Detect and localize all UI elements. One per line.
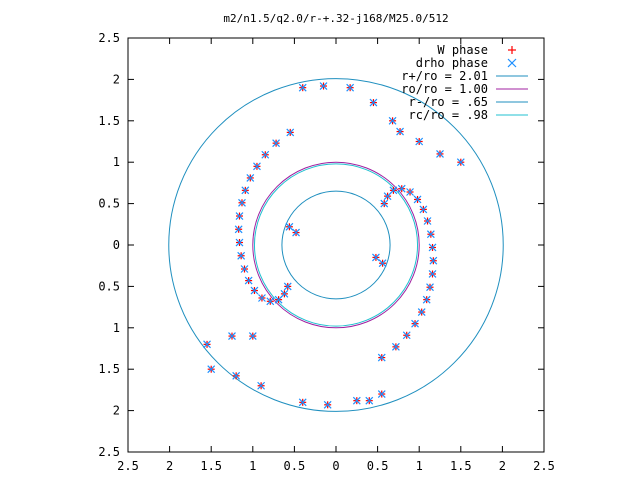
drho-phase-point bbox=[426, 230, 435, 239]
drho-phase-point bbox=[406, 188, 414, 196]
drho-phase-point bbox=[250, 286, 259, 295]
drho-phase-point bbox=[272, 139, 281, 148]
drho-phase-point bbox=[253, 162, 261, 171]
x-tick-label: 1 bbox=[249, 459, 256, 473]
drho-phase-point bbox=[238, 198, 246, 207]
drho-phase-point bbox=[286, 128, 295, 137]
y-tick-label: 0.5 bbox=[98, 279, 120, 293]
drho-phase-point bbox=[207, 365, 216, 374]
drho-phase-point bbox=[426, 283, 434, 292]
x-tick-label: 2 bbox=[499, 459, 506, 473]
drho-phase-point bbox=[436, 149, 444, 158]
drho-phase-point bbox=[369, 98, 378, 107]
circle-r-ro-2-01 bbox=[168, 78, 504, 412]
drho-phase-point bbox=[423, 217, 432, 225]
legend-label: drho phase bbox=[416, 56, 488, 70]
y-tick-label: 1.5 bbox=[98, 114, 120, 128]
drho-phase-point bbox=[417, 308, 426, 316]
drho-phase-point bbox=[429, 256, 438, 265]
y-tick-label: 0 bbox=[113, 238, 120, 252]
circle-r-ro-65 bbox=[281, 190, 391, 300]
legend-label: ro/ro = 1.00 bbox=[401, 82, 488, 96]
drho-phase-point bbox=[346, 83, 355, 92]
drho-phase-point bbox=[266, 297, 275, 306]
x-tick-label: 0 bbox=[332, 459, 339, 473]
drho-phase-point bbox=[422, 295, 431, 304]
y-tick-label: 2 bbox=[113, 72, 120, 86]
drho-phase-point bbox=[280, 289, 289, 298]
drho-phase-point bbox=[402, 331, 411, 340]
drho-phase-point bbox=[246, 174, 255, 182]
drho-phase-point bbox=[257, 381, 266, 390]
drho-phase-point bbox=[377, 390, 386, 398]
drho-phase-point bbox=[383, 192, 392, 201]
legend-label: r+/ro = 2.01 bbox=[401, 69, 488, 83]
drho-phase-point bbox=[323, 400, 332, 409]
legend-marker-plus bbox=[508, 46, 516, 54]
drho-phase-point bbox=[415, 137, 424, 146]
x-tick-label: 1.5 bbox=[200, 459, 222, 473]
x-tick-label: 2 bbox=[166, 459, 173, 473]
drho-phase-point bbox=[285, 222, 294, 231]
legend-label: W phase bbox=[437, 43, 488, 57]
chart-title: m2/n1.5/q2.0/r-+.32-j168/M25.0/512 bbox=[223, 12, 448, 25]
drho-phase-point bbox=[248, 332, 257, 341]
drho-phase-point bbox=[411, 319, 419, 328]
drho-phase-point bbox=[228, 332, 236, 341]
legend-marker-x bbox=[507, 58, 517, 68]
x-tick-label: 0.5 bbox=[284, 459, 306, 473]
drho-phase-point bbox=[244, 276, 253, 285]
drho-phase-point bbox=[396, 127, 404, 136]
drho-phase-point bbox=[235, 212, 244, 220]
drho-phase-point bbox=[377, 353, 386, 362]
y-tick-label: 2.5 bbox=[98, 31, 120, 45]
drho-phase-point bbox=[235, 238, 244, 247]
drho-phase-point bbox=[365, 396, 374, 405]
drho-phase-point bbox=[298, 398, 307, 407]
drho-phase-point bbox=[391, 342, 400, 351]
drho-phase-point bbox=[380, 199, 389, 208]
drho-phase-point bbox=[234, 225, 243, 234]
y-tick-label: 1.5 bbox=[98, 362, 120, 376]
drho-phase-point bbox=[397, 184, 406, 193]
y-tick-label: 1 bbox=[113, 321, 120, 335]
y-tick-label: 2 bbox=[113, 404, 120, 418]
y-tick-label: 2.5 bbox=[98, 445, 120, 459]
drho-phase-point bbox=[240, 265, 249, 273]
drho-phase-point bbox=[261, 150, 270, 159]
drho-phase-point bbox=[319, 82, 328, 90]
drho-phase-point bbox=[241, 186, 250, 195]
y-tick-label: 0.5 bbox=[98, 197, 120, 211]
drho-phase-point bbox=[258, 294, 266, 302]
x-tick-label: 1.5 bbox=[450, 459, 472, 473]
drho-phase-point bbox=[352, 396, 361, 405]
drho-phase-point bbox=[388, 116, 397, 125]
drho-phase-point bbox=[232, 371, 241, 380]
circle-ro-ro-1-00 bbox=[252, 161, 420, 329]
circle-rc-ro-98 bbox=[253, 163, 419, 327]
drho-phase-point bbox=[428, 243, 437, 252]
drho-phase-point bbox=[372, 253, 380, 262]
drho-phase-point bbox=[283, 282, 292, 291]
x-tick-label: 0.5 bbox=[367, 459, 389, 473]
drho-phase-point bbox=[378, 259, 387, 268]
drho-phase-point bbox=[298, 83, 307, 92]
drho-phase-point bbox=[419, 205, 428, 214]
drho-phase-point bbox=[203, 340, 211, 349]
x-tick-label: 2.5 bbox=[117, 459, 139, 473]
x-tick-label: 1 bbox=[416, 459, 423, 473]
drho-phase-point bbox=[413, 195, 422, 204]
x-tick-label: 2.5 bbox=[533, 459, 555, 473]
drho-phase-point bbox=[237, 251, 246, 260]
drho-phase-point bbox=[428, 270, 437, 278]
legend-label: rc/ro = .98 bbox=[409, 108, 488, 122]
legend-label: r-/ro = .65 bbox=[409, 95, 488, 109]
drho-phase-point bbox=[292, 228, 300, 237]
drho-phase-point bbox=[456, 158, 465, 167]
y-tick-label: 1 bbox=[113, 155, 120, 169]
